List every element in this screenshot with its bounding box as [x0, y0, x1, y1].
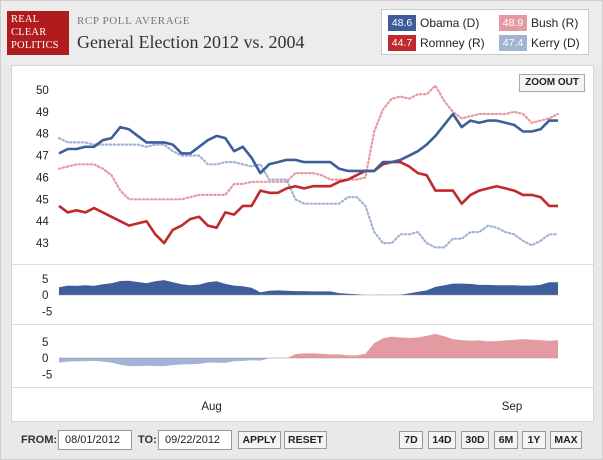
y-tick-label: 49	[36, 107, 49, 119]
spread-y-tick-label: 5	[42, 274, 48, 286]
legend-item-kerry[interactable]: 47.4 Kerry (D)	[499, 35, 580, 51]
y-tick-label: 43	[36, 238, 49, 250]
spread-y-tick-label: -5	[42, 306, 52, 318]
from-label: FROM:	[21, 434, 58, 446]
chart-title: General Election 2012 vs. 2004	[77, 32, 305, 52]
legend-label-bush: Bush (R)	[531, 16, 579, 30]
spread_2012-positive-area	[59, 280, 558, 295]
series-line-romney	[58, 160, 558, 245]
y-tick-label: 44	[36, 216, 49, 228]
range-1y-button[interactable]: 1Y	[522, 431, 546, 449]
legend-item-bush[interactable]: 48.9 Bush (R)	[499, 15, 578, 31]
legend-item-obama[interactable]: 48.6 Obama (D)	[388, 15, 479, 31]
logo-line: REAL	[11, 14, 40, 25]
legend-value-kerry: 47.4	[499, 35, 527, 51]
y-tick-label: 47	[36, 151, 49, 163]
legend-item-romney[interactable]: 44.7 Romney (R)	[388, 35, 485, 51]
spread-y-tick-label: 5	[42, 337, 48, 349]
legend-label-kerry: Kerry (D)	[531, 36, 580, 50]
legend: 48.6 Obama (D) 48.9 Bush (R) 44.7 Romney (R…	[381, 9, 589, 55]
rcp-logo: REAL CLEAR POLITICS	[7, 11, 69, 55]
header: REAL CLEAR POLITICS RCP POLL AVERAGE Gen…	[1, 1, 602, 65]
logo-line: CLEAR	[11, 27, 47, 38]
range-max-button[interactable]: MAX	[550, 431, 582, 449]
reset-button[interactable]: RESET	[284, 431, 327, 449]
to-date-input[interactable]: 09/22/2012	[158, 430, 232, 450]
y-tick-label: 50	[36, 85, 49, 97]
logo-line: POLITICS	[11, 40, 59, 51]
from-date-input[interactable]: 08/01/2012	[58, 430, 132, 450]
legend-label-obama: Obama (D)	[420, 16, 480, 30]
y-tick-label: 46	[36, 172, 49, 184]
spread-y-tick-label: -5	[42, 369, 52, 381]
legend-label-romney: Romney (R)	[420, 36, 485, 50]
date-range-controls: FROM: 08/01/2012 TO: 09/22/2012 APPLY RE…	[1, 425, 602, 459]
spread-y-tick-label: 0	[42, 290, 48, 302]
range-30d-button[interactable]: 30D	[461, 431, 489, 449]
to-label: TO:	[138, 434, 157, 446]
spread_2004-positive-area	[59, 333, 558, 358]
range-6m-button[interactable]: 6M	[494, 431, 518, 449]
zoom-out-button[interactable]: ZOOM OUT	[519, 74, 585, 92]
legend-value-romney: 44.7	[388, 35, 416, 51]
spread_2004-negative-area	[59, 358, 558, 367]
poll-average-label: RCP POLL AVERAGE	[77, 15, 191, 27]
series-line-obama	[58, 112, 558, 175]
series-line-bush	[57, 84, 560, 201]
apply-button[interactable]: APPLY	[238, 431, 281, 449]
range-7d-button[interactable]: 7D	[399, 431, 423, 449]
x-tick-label: Sep	[502, 401, 522, 413]
legend-value-bush: 48.9	[499, 15, 527, 31]
y-tick-label: 48	[36, 129, 49, 141]
range-14d-button[interactable]: 14D	[428, 431, 456, 449]
spread-y-tick-label: 0	[42, 353, 48, 365]
legend-value-obama: 48.6	[388, 15, 416, 31]
y-tick-label: 45	[36, 194, 49, 206]
x-tick-label: Aug	[201, 401, 221, 413]
plot-area: ZOOM OUT 50 49 48 47 46 45 44 43 5 0 -5 5 0 -5 Aug Sep	[11, 65, 594, 422]
series-line-kerry	[57, 137, 560, 249]
